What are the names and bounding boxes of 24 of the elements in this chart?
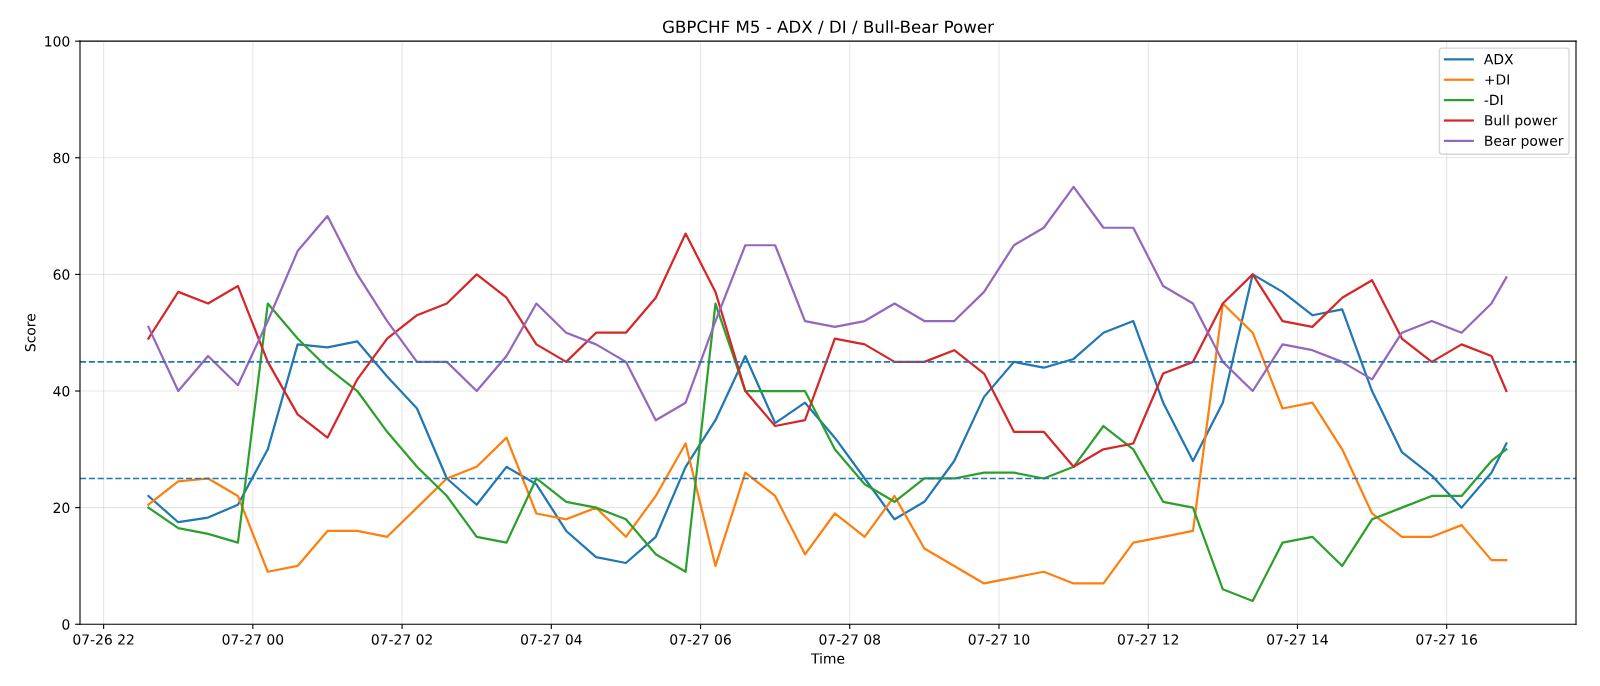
y-axis-title: Score bbox=[25, 314, 36, 352]
x-axis-title: Time bbox=[810, 652, 845, 664]
legend-label: Bull power bbox=[1485, 114, 1558, 129]
legend-label: Bear power bbox=[1485, 135, 1564, 149]
y-tick-label: 80 bbox=[53, 152, 70, 164]
legend-label: +DI bbox=[1485, 74, 1509, 85]
x-tick-label: 07-27 04 bbox=[521, 634, 582, 645]
chart-title: GBPCHF M5 - ADX / DI / Bull-Bear Power bbox=[662, 20, 994, 35]
legend-label: ADX bbox=[1483, 54, 1514, 65]
y-tick-label: 20 bbox=[53, 502, 70, 514]
x-tick-label: 07-27 12 bbox=[1117, 634, 1179, 645]
x-tick-label: 07-26 22 bbox=[73, 634, 134, 645]
y-tick-label: 40 bbox=[53, 385, 70, 397]
x-tick-label: 07-27 08 bbox=[819, 634, 881, 645]
y-tick-label: 60 bbox=[53, 269, 70, 280]
x-tick-label: 07-27 10 bbox=[968, 634, 1030, 645]
legend-label: -DI bbox=[1484, 94, 1503, 105]
x-tick-label: 07-27 14 bbox=[1267, 634, 1328, 645]
x-tick-label: 07-27 16 bbox=[1416, 634, 1478, 645]
x-tick-label: 07-27 06 bbox=[670, 634, 731, 645]
y-tick-label: 100 bbox=[45, 36, 70, 47]
y-tick-label: 0 bbox=[62, 619, 70, 630]
x-tick-label: 07-27 00 bbox=[222, 634, 284, 645]
x-tick-label: 07-27 02 bbox=[371, 634, 432, 645]
